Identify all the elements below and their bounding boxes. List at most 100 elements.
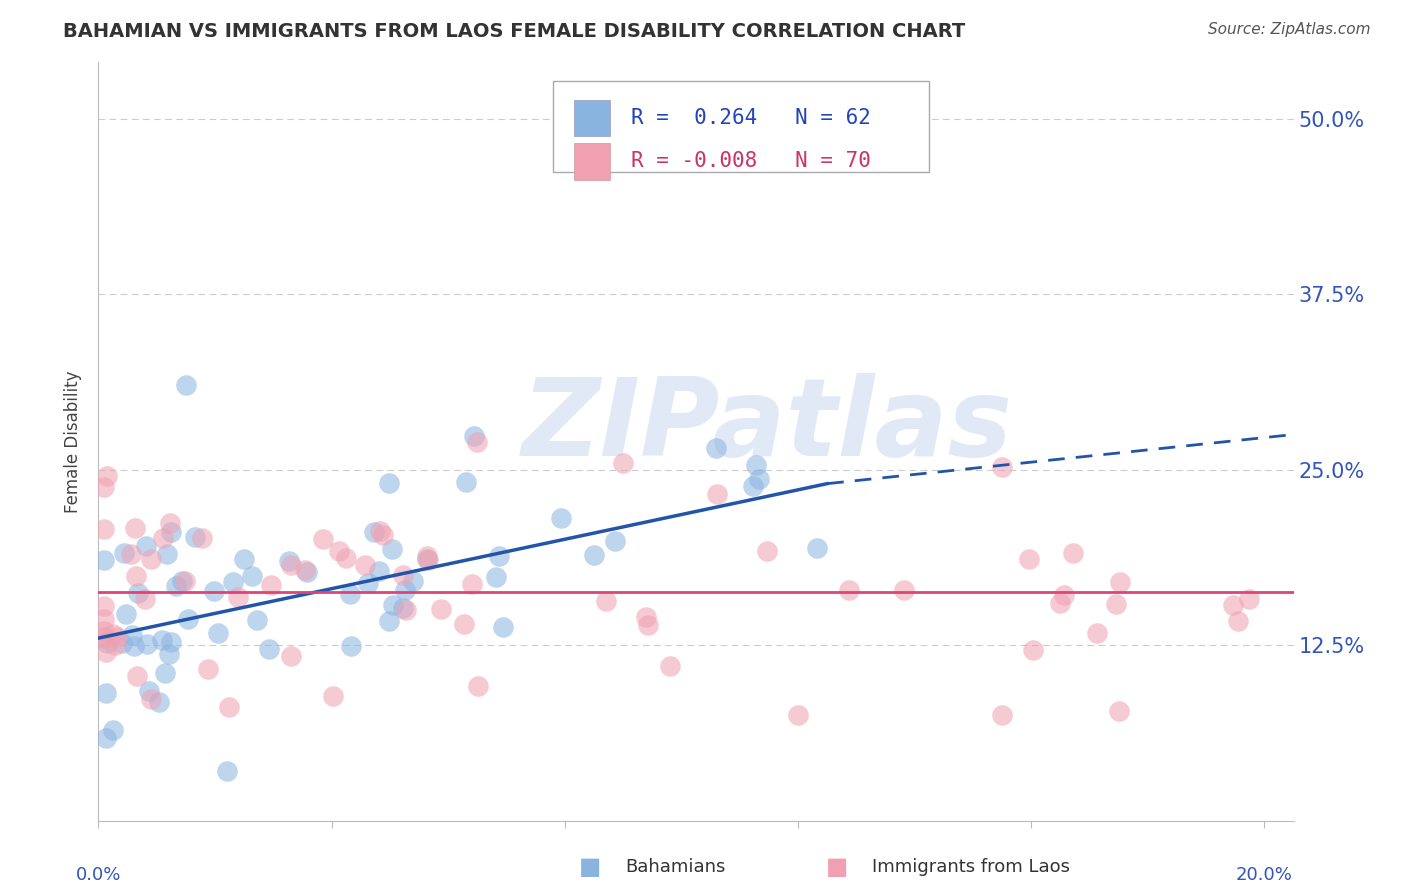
Point <box>176 612 198 626</box>
Point <box>122 640 145 654</box>
Point <box>115 607 138 622</box>
Point <box>430 601 453 615</box>
Point <box>155 547 177 561</box>
Point <box>207 625 229 640</box>
Point <box>233 551 256 566</box>
Point <box>96 468 118 483</box>
Point <box>121 628 143 642</box>
Point <box>280 558 302 572</box>
Point <box>215 764 238 779</box>
Point <box>1022 643 1045 657</box>
Point <box>1085 626 1108 640</box>
Text: Bahamians: Bahamians <box>626 858 725 876</box>
Point <box>96 636 118 650</box>
Point <box>787 708 810 723</box>
Point <box>550 511 572 525</box>
Point <box>157 647 180 661</box>
Point <box>991 708 1014 723</box>
Point <box>1108 574 1130 589</box>
Point <box>153 666 176 681</box>
Point <box>368 524 391 538</box>
Point <box>467 679 489 693</box>
Point <box>124 521 146 535</box>
Point <box>461 576 484 591</box>
Point <box>634 609 657 624</box>
Point <box>416 553 439 567</box>
Point <box>183 530 205 544</box>
Point <box>356 575 378 590</box>
Point <box>104 638 127 652</box>
Point <box>402 574 425 589</box>
Point <box>152 531 174 545</box>
Point <box>125 669 148 683</box>
Point <box>595 594 617 608</box>
Point <box>467 434 489 449</box>
Point <box>893 582 915 597</box>
Point <box>392 567 415 582</box>
Point <box>204 583 226 598</box>
Point <box>240 568 263 582</box>
Point <box>1018 551 1040 566</box>
Point <box>612 456 634 470</box>
Y-axis label: Female Disability: Female Disability <box>65 370 83 513</box>
Point <box>226 590 249 604</box>
Point <box>159 516 181 531</box>
Text: Source: ZipAtlas.com: Source: ZipAtlas.com <box>1208 22 1371 37</box>
Point <box>391 601 413 615</box>
Point <box>1222 598 1244 612</box>
Point <box>134 592 156 607</box>
Point <box>93 630 115 644</box>
Point <box>806 541 828 556</box>
Point <box>112 546 135 560</box>
Point <box>377 615 399 629</box>
Point <box>94 685 117 699</box>
Point <box>395 602 418 616</box>
Point <box>704 441 727 455</box>
Bar <box>574 100 610 136</box>
Point <box>706 487 728 501</box>
Point <box>1108 704 1130 718</box>
Point <box>297 565 319 579</box>
Point <box>174 574 197 588</box>
Point <box>139 692 162 706</box>
Point <box>1237 591 1260 606</box>
Point <box>218 700 240 714</box>
Point <box>93 612 115 626</box>
Point <box>312 532 335 546</box>
Point <box>354 558 377 572</box>
Point <box>174 378 197 392</box>
Text: BAHAMIAN VS IMMIGRANTS FROM LAOS FEMALE DISABILITY CORRELATION CHART: BAHAMIAN VS IMMIGRANTS FROM LAOS FEMALE … <box>63 22 966 41</box>
Point <box>150 632 173 647</box>
Point <box>637 618 659 632</box>
Text: ZIPatlas: ZIPatlas <box>522 374 1014 479</box>
Point <box>1227 614 1250 628</box>
Point <box>93 624 115 638</box>
Point <box>259 578 281 592</box>
Point <box>339 587 361 601</box>
Point <box>136 636 159 650</box>
Point <box>335 551 357 566</box>
Point <box>488 549 510 564</box>
Point <box>138 684 160 698</box>
Point <box>1053 588 1076 602</box>
Point <box>222 575 245 590</box>
Point <box>454 475 477 490</box>
Point <box>381 541 404 556</box>
Point <box>93 599 115 614</box>
Point <box>991 459 1014 474</box>
Point <box>485 570 508 584</box>
Point <box>93 480 115 494</box>
Point <box>463 429 485 443</box>
Point <box>756 544 779 558</box>
Point <box>322 689 344 703</box>
Text: Immigrants from Laos: Immigrants from Laos <box>872 858 1070 876</box>
Point <box>111 636 134 650</box>
Point <box>416 551 439 566</box>
Text: R =  0.264   N = 62: R = 0.264 N = 62 <box>631 108 872 128</box>
Point <box>748 472 770 486</box>
Text: 0.0%: 0.0% <box>76 866 121 884</box>
Text: 20.0%: 20.0% <box>1236 866 1292 884</box>
Point <box>371 528 394 542</box>
Point <box>246 613 269 627</box>
Point <box>368 565 391 579</box>
